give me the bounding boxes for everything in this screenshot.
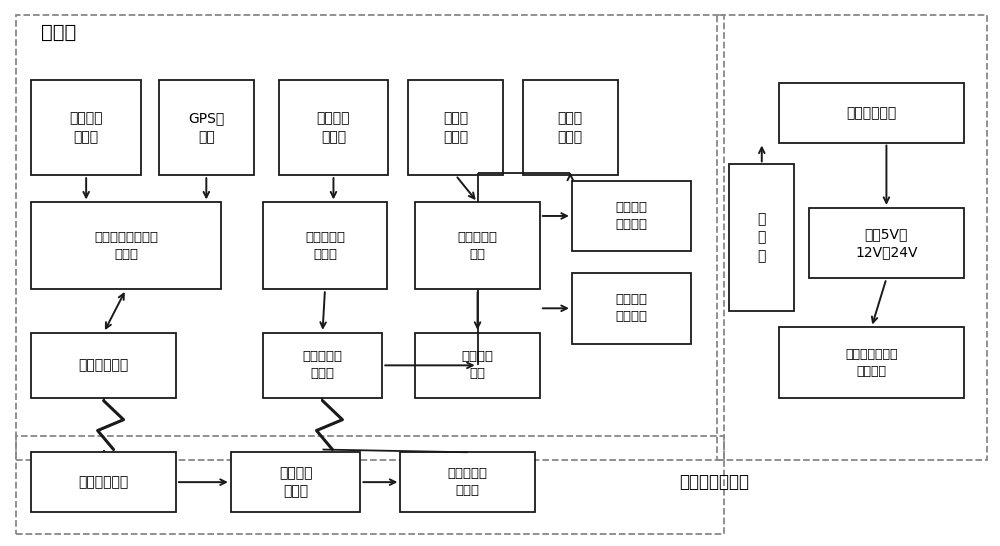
Bar [16, 15, 724, 460]
Text: 右轮驱动
电机: 右轮驱动 电机 [462, 351, 494, 381]
Text: 俯仰角度
控制舵机: 俯仰角度 控制舵机 [616, 201, 648, 231]
Bar [572, 181, 691, 251]
Text: 左轮驱
动电机: 左轮驱 动电机 [558, 111, 583, 144]
Bar [263, 203, 387, 289]
Text: 运动控制电
路板: 运动控制电 路板 [458, 231, 498, 261]
Text: 丝杠控
制电机: 丝杠控 制电机 [443, 111, 468, 144]
Text: 控制命令接
收模块: 控制命令接 收模块 [302, 351, 342, 381]
Text: 锂
电
池: 锂 电 池 [758, 212, 766, 263]
Text: 电压转换模块: 电压转换模块 [846, 106, 897, 120]
Text: GPS传
感器: GPS传 感器 [188, 111, 224, 144]
Text: 远程监控子系统: 远程监控子系统 [680, 473, 750, 491]
Text: 红外高清
摄像机: 红外高清 摄像机 [317, 111, 350, 144]
Bar [415, 333, 540, 398]
Bar [31, 333, 176, 398]
Bar [231, 452, 360, 512]
Bar [159, 80, 254, 175]
Text: 机器人: 机器人 [41, 23, 77, 42]
Bar [779, 327, 964, 398]
Bar [279, 80, 388, 175]
Bar [408, 80, 503, 175]
Bar [16, 436, 724, 534]
Bar [263, 333, 382, 398]
Text: 有毒气体
传感器: 有毒气体 传感器 [69, 111, 103, 144]
Bar [415, 203, 540, 289]
Text: 图像采集处
理模块: 图像采集处 理模块 [305, 231, 345, 261]
Text: 数据处理
计算机: 数据处理 计算机 [279, 466, 312, 498]
Text: 控制命令发
送模块: 控制命令发 送模块 [448, 467, 488, 497]
Text: 输出5V、
12V、24V: 输出5V、 12V、24V [855, 227, 918, 259]
Text: 无线发送模块: 无线发送模块 [78, 358, 129, 372]
Text: 有毒气体浓度采集
电路板: 有毒气体浓度采集 电路板 [94, 231, 158, 261]
Bar [400, 452, 535, 512]
Bar [31, 80, 141, 175]
Bar [809, 208, 964, 278]
Bar [31, 452, 176, 512]
Bar [779, 83, 964, 143]
Text: 给各模块及其他
部分供电: 给各模块及其他 部分供电 [845, 348, 898, 378]
Text: 水平角度
控制舵机: 水平角度 控制舵机 [616, 293, 648, 323]
Bar [31, 203, 221, 289]
Bar [729, 164, 794, 311]
Bar [572, 273, 691, 343]
Bar [523, 80, 618, 175]
Bar [717, 15, 987, 460]
Text: 无线接收模块: 无线接收模块 [78, 475, 129, 489]
